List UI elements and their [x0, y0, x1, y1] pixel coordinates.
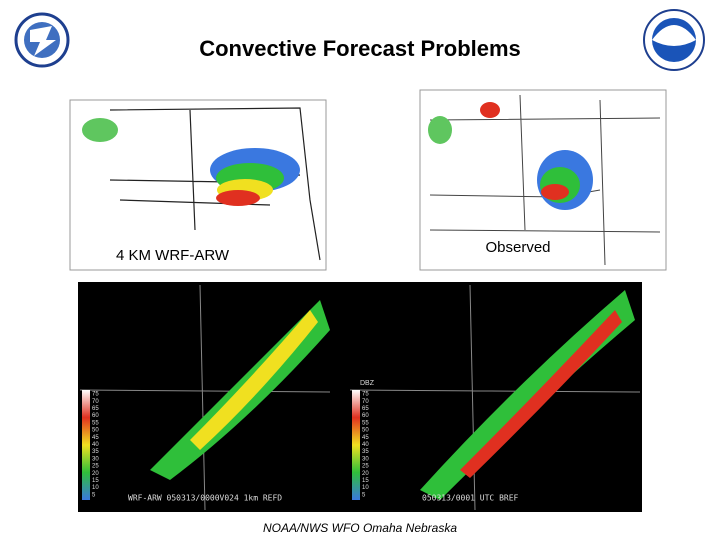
scale-label: 25	[362, 464, 369, 470]
scale-label: 50	[362, 428, 369, 434]
observed-map: Observed	[419, 89, 667, 271]
scale-label: 65	[362, 406, 369, 412]
image-label: 4 KM WRF-ARW	[116, 247, 230, 264]
footer: NOAA/NWS WFO Omaha Nebraska	[263, 521, 457, 535]
radar-composite: 7570656055504540353025201510575706560555…	[78, 282, 642, 512]
scale-label: 40	[92, 442, 99, 448]
scale-label: 40	[362, 442, 369, 448]
scale-label: 55	[362, 420, 369, 426]
noaa-logo	[643, 9, 705, 71]
scale-label: 30	[362, 456, 369, 462]
scale-label: 30	[92, 456, 99, 462]
scale-label: 20	[362, 471, 369, 477]
scale-label: 35	[92, 449, 99, 455]
model-map: 4 KM WRF-ARW	[69, 99, 327, 271]
scale-title: DBZ	[360, 380, 375, 387]
scale-label: 65	[92, 406, 99, 412]
scale-label: 25	[92, 464, 99, 470]
scale-label: 50	[92, 428, 99, 434]
nws-logo	[14, 12, 70, 68]
scale-label: 5	[92, 492, 96, 498]
scale-label: 5	[362, 492, 366, 498]
scale-label: 70	[92, 399, 99, 405]
scale-label: 10	[362, 485, 369, 491]
scale-label: 35	[362, 449, 369, 455]
radar-caption: WRF-ARW 050313/0000V024 1km REFD	[128, 494, 282, 503]
scale-label: 75	[92, 392, 99, 398]
scale-label: 45	[362, 435, 369, 441]
scale-label: 70	[362, 399, 369, 405]
scale-label: 55	[92, 420, 99, 426]
scale-label: 45	[92, 435, 99, 441]
radar-caption: 050313/0001 UTC BREF	[422, 494, 519, 503]
scale-label: 75	[362, 392, 369, 398]
scale-label: 10	[92, 485, 99, 491]
image-label: Observed	[485, 239, 550, 256]
scale-label: 15	[362, 478, 369, 484]
scale-label: 60	[92, 413, 99, 419]
scale-label: 15	[92, 478, 99, 484]
scale-label: 20	[92, 471, 99, 477]
scale-label: 60	[362, 413, 369, 419]
slide-title: Convective Forecast Problems	[199, 36, 521, 61]
